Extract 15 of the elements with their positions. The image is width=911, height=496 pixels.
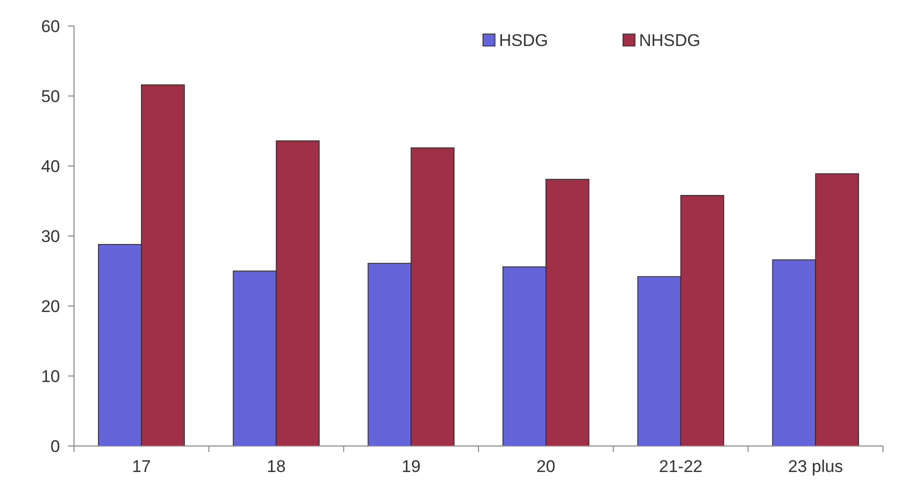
x-tick-label: 20 — [536, 457, 556, 476]
legend-label: NHSDG — [639, 30, 700, 50]
legend-label: HSDG — [499, 30, 548, 50]
x-tick-label: 17 — [132, 457, 151, 476]
y-tick-label: 20 — [41, 296, 60, 316]
x-tick-label: 19 — [402, 457, 421, 476]
y-tick-label: 40 — [41, 156, 60, 176]
y-tick-label: 50 — [41, 86, 60, 106]
y-tick-label: 0 — [50, 436, 60, 456]
y-tick-label: 60 — [41, 16, 60, 36]
y-tick-label: 30 — [41, 226, 60, 246]
x-tick-label: 18 — [266, 457, 286, 476]
x-tick-label: 21-22 — [659, 457, 702, 476]
x-tick-label: 23 plus — [788, 457, 843, 476]
y-tick-label: 10 — [41, 366, 60, 386]
